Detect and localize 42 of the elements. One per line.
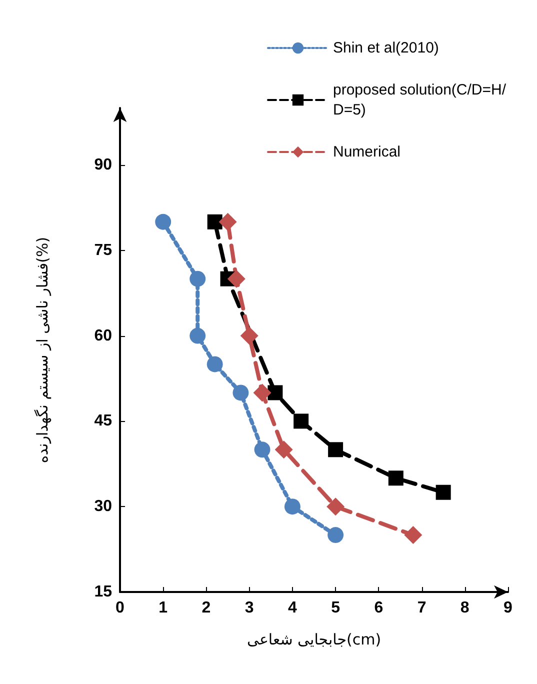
point <box>190 328 206 344</box>
x-axis-title: جابجایی شعاعی(cm) <box>246 630 382 648</box>
y-tick-label: 30 <box>94 498 112 516</box>
point <box>253 384 272 402</box>
x-tick-label: 8 <box>460 600 470 616</box>
point <box>206 356 223 372</box>
point <box>328 527 344 544</box>
y-tick-label: 75 <box>94 242 112 259</box>
point <box>404 526 422 544</box>
point <box>232 384 249 401</box>
point <box>436 484 451 500</box>
x-tick-label: 6 <box>374 600 384 616</box>
x-tick-label: 2 <box>202 600 211 616</box>
point <box>240 326 258 345</box>
point <box>218 212 237 231</box>
y-tick-label: 90 <box>94 156 112 174</box>
x-tick-label: 9 <box>504 600 513 616</box>
y-axis-title: فشار ناشی از سیستم نگهدارنده(%) <box>34 236 52 464</box>
x-tick-label: 0 <box>116 600 125 616</box>
y-tick-label: 45 <box>94 412 112 430</box>
point <box>328 442 344 458</box>
x-tick-label: 4 <box>288 600 297 616</box>
point <box>326 498 345 516</box>
point <box>207 214 222 230</box>
x-tick-label: 3 <box>244 600 254 616</box>
point <box>388 470 404 486</box>
x-tick-label: 5 <box>331 600 340 616</box>
point <box>190 270 206 287</box>
point <box>284 498 300 515</box>
point <box>155 214 172 230</box>
legend-label: Numerical <box>333 144 401 160</box>
point <box>227 270 246 288</box>
point <box>254 442 270 458</box>
legend-label: Shin et al(2010) <box>333 40 439 56</box>
y-tick-label: 60 <box>94 327 112 344</box>
point <box>274 440 293 459</box>
point <box>294 414 309 429</box>
legend-label: proposed solution(C/D=H/D=5) <box>333 82 507 118</box>
x-tick-label: 1 <box>158 600 168 616</box>
x-tick-label: 7 <box>417 600 426 616</box>
y-tick-label: 15 <box>94 584 112 600</box>
point <box>268 385 283 400</box>
